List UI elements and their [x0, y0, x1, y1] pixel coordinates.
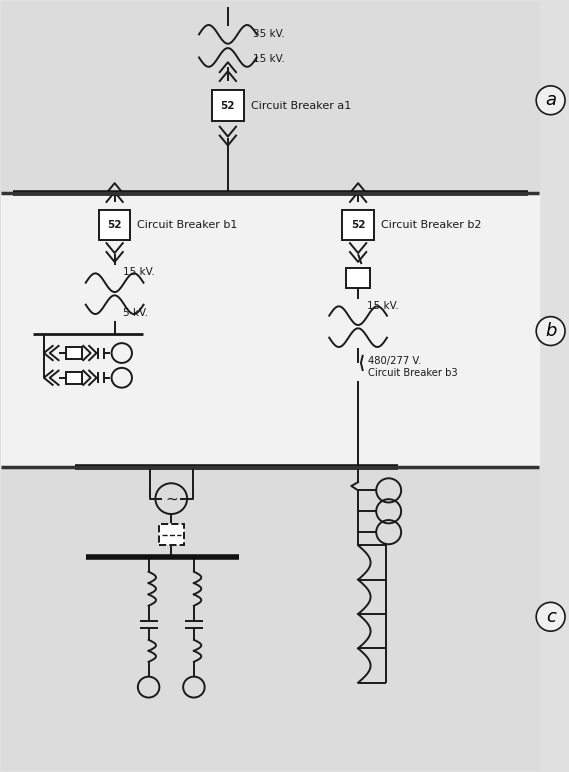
Text: c: c — [546, 608, 555, 626]
Text: 15 kV.: 15 kV. — [253, 53, 285, 63]
Bar — [66, 347, 82, 359]
Bar — [66, 371, 82, 384]
Text: 5 kV.: 5 kV. — [123, 308, 149, 318]
Text: 480/277 V.
Circuit Breaker b3: 480/277 V. Circuit Breaker b3 — [368, 356, 458, 378]
Bar — [1, 2, 539, 194]
Bar — [99, 210, 130, 240]
Bar — [212, 90, 244, 121]
Text: Circuit Breaker b2: Circuit Breaker b2 — [381, 220, 481, 230]
Text: 15 kV.: 15 kV. — [123, 266, 155, 276]
Text: ~: ~ — [165, 491, 178, 506]
Text: 52: 52 — [351, 220, 365, 230]
Text: a: a — [545, 91, 556, 110]
Text: 35 kV.: 35 kV. — [253, 29, 285, 39]
Text: 52: 52 — [221, 101, 235, 111]
Bar — [1, 194, 539, 469]
Text: Circuit Breaker b1: Circuit Breaker b1 — [137, 220, 238, 230]
Bar — [343, 210, 374, 240]
Text: b: b — [545, 322, 556, 340]
Text: 52: 52 — [108, 220, 122, 230]
Bar — [159, 524, 184, 545]
Text: 15 kV.: 15 kV. — [366, 301, 398, 311]
Text: Circuit Breaker a1: Circuit Breaker a1 — [250, 101, 351, 111]
Bar — [346, 269, 370, 288]
Bar — [1, 469, 539, 770]
